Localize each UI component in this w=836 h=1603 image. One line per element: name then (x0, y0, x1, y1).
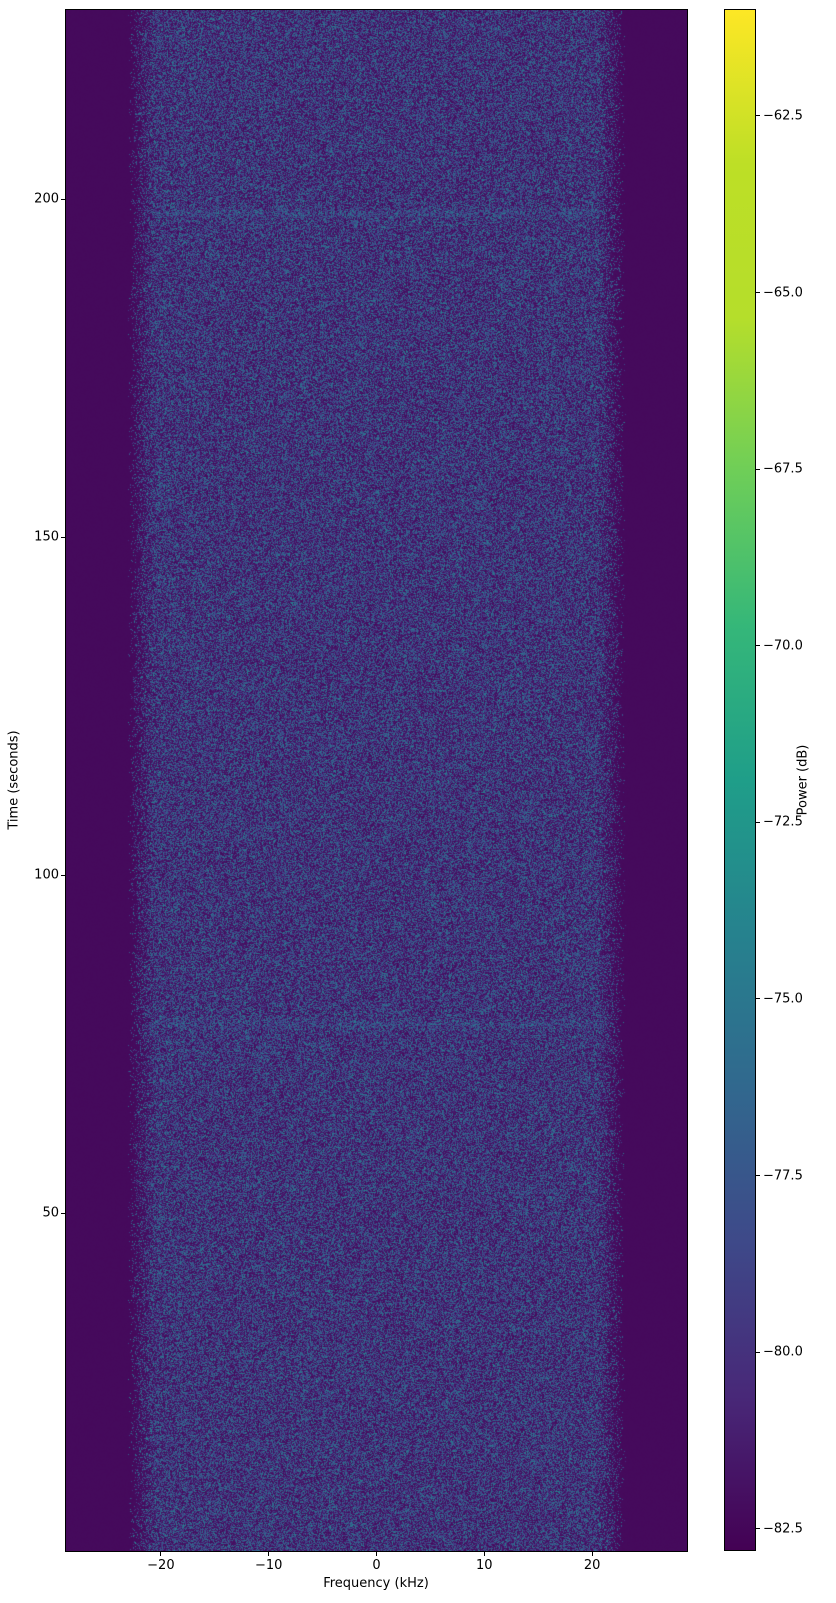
y-tick-mark (61, 874, 65, 876)
colorbar-tick-mark (756, 1175, 760, 1177)
x-tick-mark (160, 1552, 162, 1556)
colorbar-tick-mark (756, 645, 760, 647)
x-tick-label: 20 (583, 1558, 601, 1573)
colorbar-tick-label: −77.5 (763, 1168, 803, 1184)
y-tick-label: 200 (34, 191, 59, 207)
colorbar-tick-mark (756, 998, 760, 1000)
spectrogram-image (66, 10, 687, 1551)
colorbar-tick-label: −80.0 (763, 1344, 803, 1360)
colorbar-tick-label: −82.5 (763, 1521, 803, 1537)
y-tick-label: 150 (34, 529, 59, 545)
colorbar-tick-mark (756, 468, 760, 470)
x-tick-label: −10 (254, 1558, 283, 1573)
colorbar-tick-label: −65.0 (763, 285, 803, 301)
x-tick-label: −20 (147, 1558, 175, 1573)
colorbar-tick-mark (756, 292, 760, 294)
colorbar-tick-label: −70.0 (763, 638, 803, 654)
colorbar-gradient (725, 10, 755, 1550)
x-tick-mark (376, 1552, 377, 1556)
x-tick-mark (483, 1552, 485, 1556)
x-tick-label: 0 (372, 1558, 381, 1573)
colorbar-tick-label: −62.5 (763, 108, 803, 124)
spectrogram-plot (65, 9, 688, 1552)
x-tick-mark (591, 1552, 593, 1556)
y-axis-label: Time (seconds) (6, 730, 22, 830)
colorbar-tick-mark (756, 115, 760, 117)
y-tick-mark (61, 198, 65, 200)
colorbar-tick-label: −67.5 (763, 461, 803, 477)
colorbar (724, 9, 756, 1551)
x-tick-mark (268, 1552, 270, 1556)
x-axis-label: Frequency (kHz) (323, 1576, 429, 1591)
colorbar-tick-mark (756, 1528, 760, 1530)
y-tick-mark (61, 1212, 65, 1214)
x-tick-label: 10 (476, 1558, 493, 1573)
colorbar-label: Power (dB) (795, 744, 811, 816)
colorbar-tick-label: −72.5 (763, 814, 803, 830)
y-tick-mark (61, 536, 65, 538)
y-tick-label: 100 (34, 867, 59, 883)
colorbar-tick-mark (756, 1351, 760, 1353)
colorbar-tick-mark (756, 821, 760, 823)
colorbar-tick-label: −75.0 (763, 991, 803, 1007)
y-tick-label: 50 (42, 1205, 59, 1221)
